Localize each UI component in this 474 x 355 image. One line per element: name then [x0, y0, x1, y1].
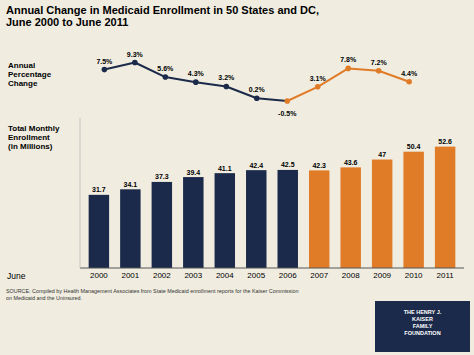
- x-tick-label: 2002: [153, 271, 171, 280]
- bar: [152, 182, 172, 268]
- bar: [278, 170, 298, 268]
- data-label: 37.3: [155, 173, 169, 180]
- data-label: 7.8%: [340, 56, 357, 63]
- bar: [372, 160, 392, 268]
- x-tick-label: 2005: [247, 271, 265, 280]
- point: [223, 84, 229, 90]
- y-axis-line: [80, 118, 81, 268]
- bar: [340, 167, 360, 268]
- point: [193, 79, 199, 85]
- x-tick-label: 2008: [342, 271, 360, 280]
- x-tick-label: 2003: [184, 271, 202, 280]
- data-label: -0.5%: [278, 110, 297, 117]
- data-label: 4.3%: [188, 70, 205, 77]
- x-axis-line: [80, 268, 464, 269]
- data-label: 7.5%: [96, 58, 113, 65]
- point: [254, 95, 260, 101]
- line-plot: [102, 60, 412, 104]
- data-label: 5.6%: [157, 65, 174, 72]
- line-segment: [257, 98, 287, 101]
- bar: [120, 189, 140, 268]
- background: [0, 0, 474, 355]
- bar: [435, 147, 455, 268]
- x-tick-label: 2000: [90, 271, 108, 280]
- line-segment: [165, 77, 195, 82]
- data-label: 39.4: [186, 169, 200, 176]
- data-label: 52.6: [438, 138, 452, 145]
- x-tick-label: 2009: [373, 271, 391, 280]
- source-note: SOURCE: Compiled by Health Management As…: [6, 288, 298, 301]
- data-label: 47: [378, 151, 386, 158]
- line-segment: [348, 68, 378, 70]
- x-tick-label: 2010: [405, 271, 423, 280]
- logo-text: THE HENRY J.KAISERFAMILYFOUNDATION: [404, 309, 442, 336]
- line-segment: [196, 82, 226, 86]
- point: [102, 67, 108, 73]
- point: [284, 98, 290, 104]
- x-tick-label: 2007: [310, 271, 328, 280]
- title: Annual Change in Medicaid Enrollment in …: [6, 4, 319, 28]
- point: [345, 66, 351, 72]
- data-label: 31.7: [92, 186, 106, 193]
- bar: [309, 170, 329, 268]
- bar: [246, 170, 266, 268]
- point: [406, 79, 412, 85]
- y-axis-label: AnnualPercentageChange: [8, 61, 52, 88]
- bar: [403, 152, 423, 268]
- bar: [215, 173, 235, 268]
- x-tick-label: 2004: [216, 271, 234, 280]
- x-tick-label: 2011: [437, 271, 455, 280]
- logo-box: [375, 301, 470, 352]
- x-tick-label: 2001: [121, 271, 139, 280]
- y-axis-label: Total MonthlyEnrollment(in Millions): [8, 124, 60, 151]
- data-label: 7.2%: [371, 59, 388, 66]
- data-label: 42.5: [281, 161, 295, 168]
- bar: [89, 195, 109, 268]
- point: [376, 68, 382, 74]
- point: [163, 74, 169, 80]
- data-label: 3.2%: [218, 74, 235, 81]
- data-label: 41.1: [218, 165, 232, 172]
- data-label: 9.3%: [127, 51, 144, 58]
- data-label: 34.1: [124, 181, 138, 188]
- point: [315, 84, 321, 90]
- data-label: 3.1%: [310, 75, 327, 82]
- bar-plot: [89, 147, 456, 268]
- data-label: 50.4: [407, 143, 421, 150]
- data-label: 43.6: [344, 159, 358, 166]
- line-segment: [287, 87, 317, 101]
- x-axis-label: June: [7, 271, 26, 281]
- chart: Annual Change in Medicaid Enrollment in …: [0, 0, 474, 355]
- bar: [183, 177, 203, 268]
- data-label: 4.4%: [401, 70, 418, 77]
- point: [132, 60, 138, 66]
- data-label: 0.2%: [249, 86, 266, 93]
- x-tick-label: 2006: [279, 271, 297, 280]
- data-label: 42.3: [312, 162, 326, 169]
- data-label: 42.4: [249, 162, 263, 169]
